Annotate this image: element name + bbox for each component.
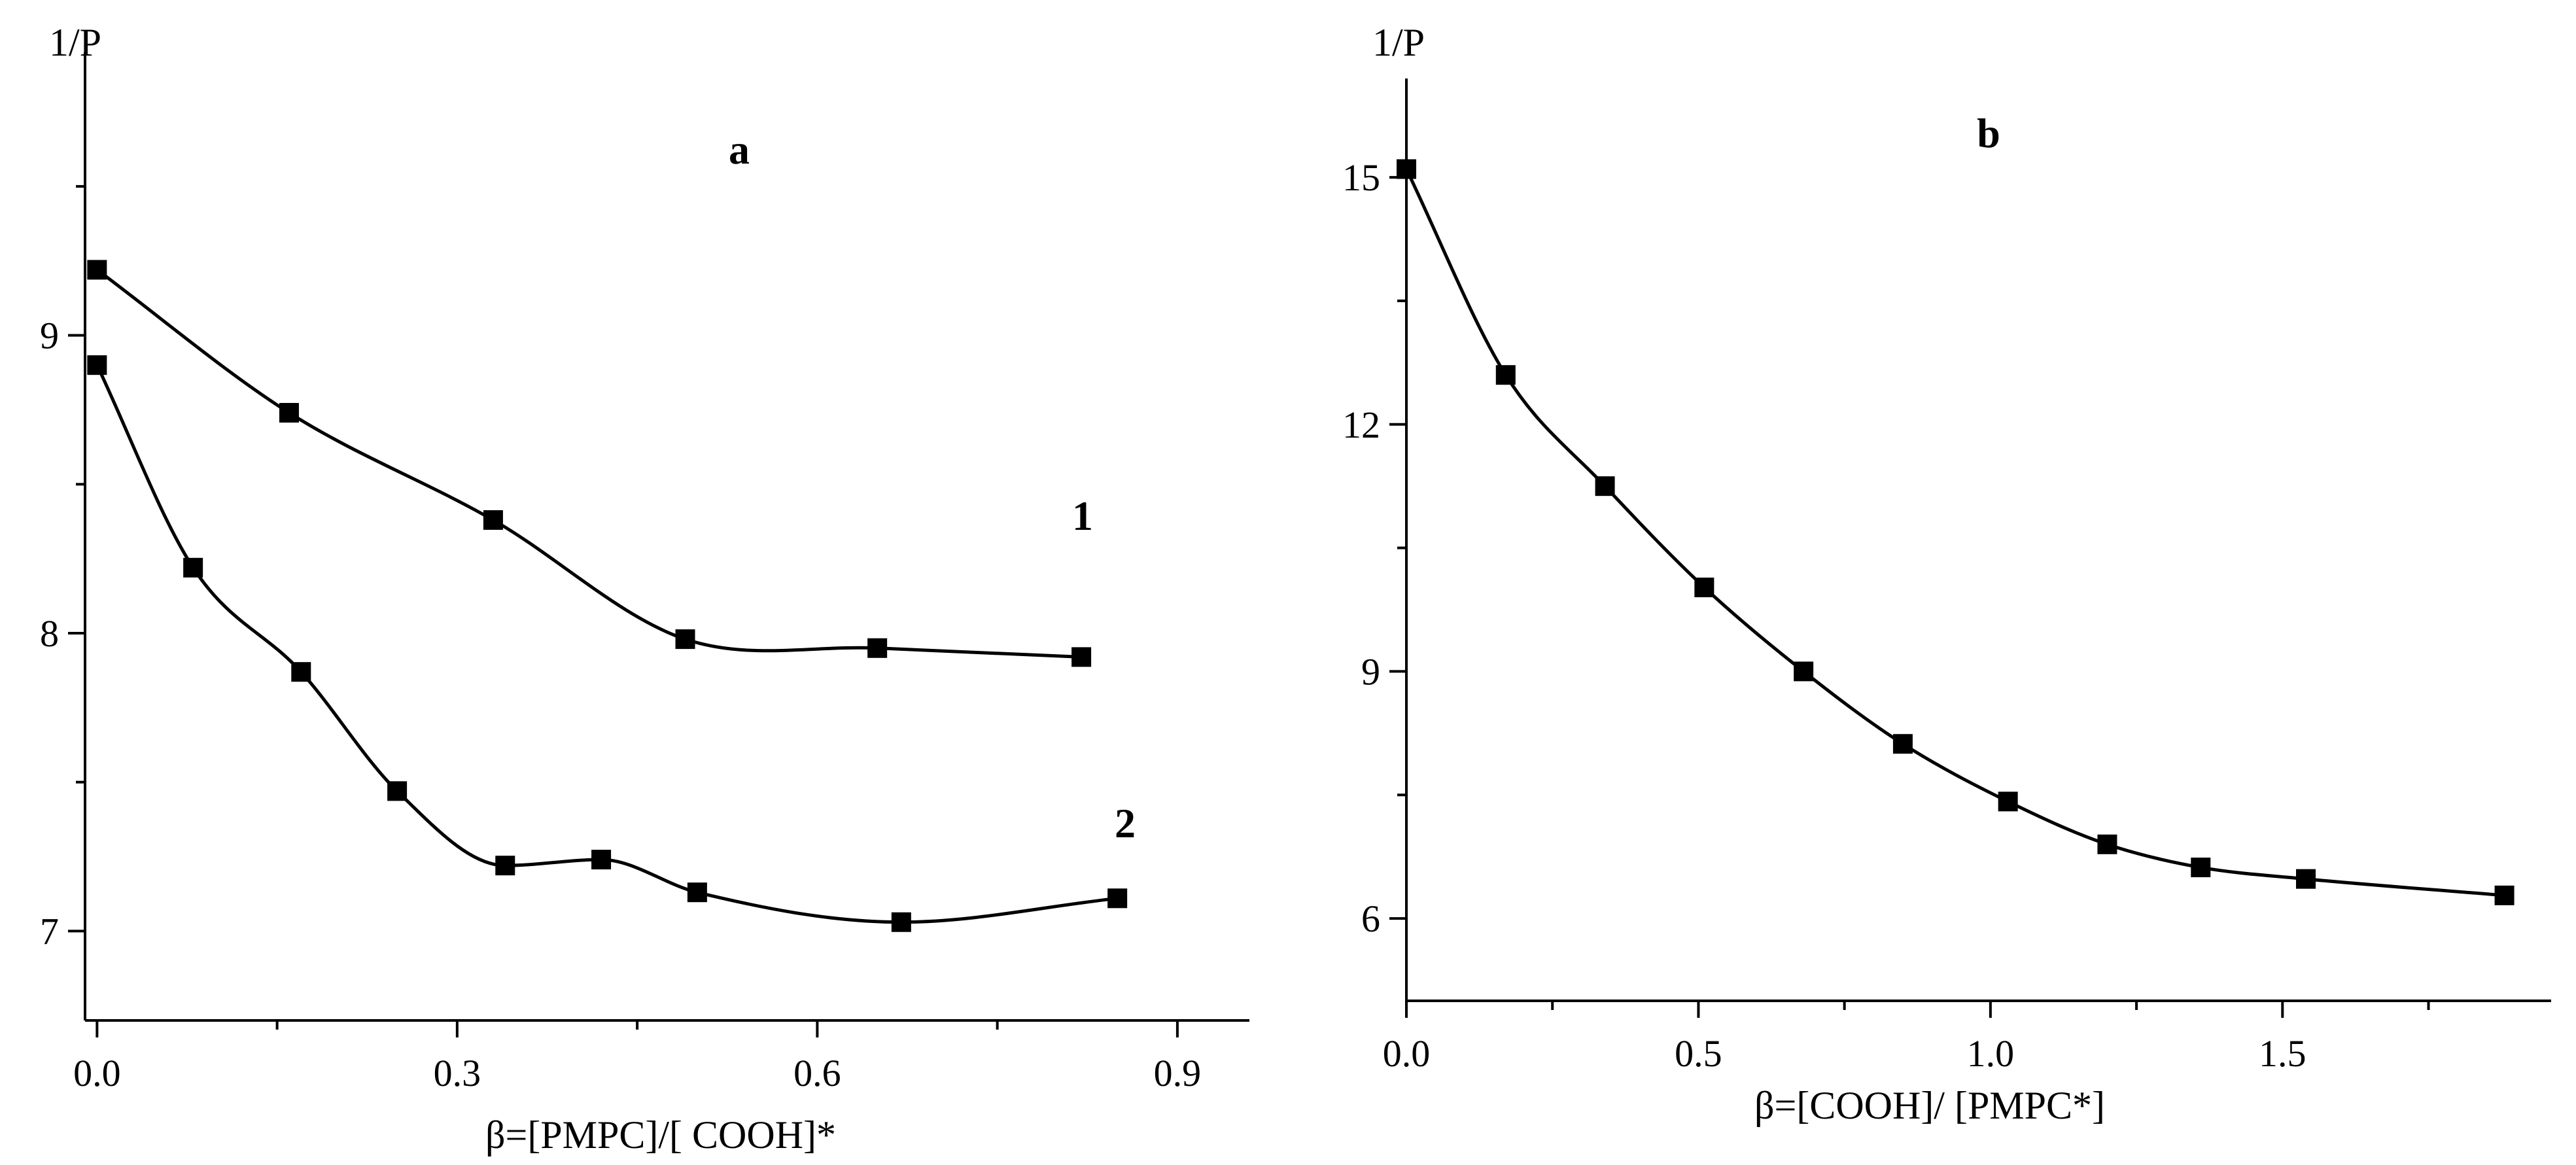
- panel-a-series-2-point: [183, 557, 203, 578]
- panel-a-series-1-point: [87, 260, 107, 280]
- panel-a-x-tick-label: 0.0: [73, 1052, 121, 1094]
- panel-b-x-axis-title: β=[COOH]/ [PMPC*]: [1754, 1084, 2105, 1127]
- panel-a-y-axis-title: 1/P: [49, 21, 101, 64]
- panel-b-curves: [1404, 168, 2505, 897]
- panel-b-series-1-point: [1595, 476, 1615, 496]
- panel-b-x-tick-label: 0.0: [1383, 1032, 1431, 1075]
- panel-b-series-1-point: [1892, 734, 1913, 754]
- panel-b-series-1-point: [1794, 661, 1814, 682]
- panel-a-curves: [96, 268, 1118, 924]
- panel-a-series-1-point: [1071, 647, 1092, 667]
- panel-a-series-2-point: [87, 355, 107, 375]
- panel-a-x-tick-label: 0.3: [434, 1052, 481, 1094]
- panel-b-series-1-point: [1397, 159, 1416, 179]
- panel-b-y-tick-label: 15: [1342, 156, 1380, 199]
- panel-a-x-axis-title: β=[PMPC]/[ COOH]*: [485, 1113, 836, 1156]
- panel-a-series-1-point: [483, 510, 503, 530]
- panel-b-x-tick-label: 1.5: [2259, 1032, 2306, 1075]
- chart-panel-b: 0.0 0.5 1.0 1.5 6 9 12 15 1/P β=[COOH]/ [PMPC*]…: [1342, 21, 2551, 1127]
- panel-a-series-2-point: [291, 662, 311, 682]
- panel-a-y-tick-label: 7: [40, 910, 59, 952]
- panel-b-series-1-point: [1998, 791, 2018, 812]
- panel-a-label: a: [729, 126, 750, 173]
- panel-b-x-tick-label: 1.0: [1967, 1032, 2015, 1075]
- panel-b-ticks: 0.0 0.5 1.0 1.5 6 9 12 15: [1342, 156, 2430, 1075]
- panel-a-series-2-point: [1107, 888, 1128, 909]
- panel-b-markers: [1397, 159, 2515, 905]
- panel-b-y-tick-label: 6: [1361, 897, 1380, 940]
- panel-a-series-2-point: [591, 850, 612, 870]
- panel-b-series-1-point: [1495, 365, 1516, 385]
- panel-b-series-1-point: [2191, 858, 2211, 878]
- series-1-label: 1: [1072, 493, 1093, 539]
- panel-b-series-1-curve: [1404, 168, 2505, 897]
- panel-b-x-tick-label: 0.5: [1675, 1032, 1722, 1075]
- panel-b-series-1-point: [2097, 834, 2117, 854]
- panel-b-label: b: [1977, 110, 2000, 156]
- panel-a-markers: [87, 260, 1128, 932]
- panel-b-y-tick-label: 12: [1342, 404, 1380, 446]
- panel-a-series-2-point: [495, 856, 515, 876]
- panel-a-series-1-point: [867, 638, 888, 658]
- panel-a-y-tick-label: 9: [40, 315, 59, 357]
- series-2-label: 2: [1115, 800, 1136, 846]
- panel-b-series-1-point: [1694, 578, 1714, 598]
- panel-a-series-2-curve: [96, 364, 1118, 924]
- panel-b-y-axis-title: 1/P: [1372, 21, 1425, 64]
- panel-a-series-2-point: [687, 882, 707, 903]
- panel-a-series-1-point: [279, 403, 299, 423]
- panel-a-series-1-point: [675, 629, 695, 650]
- panel-a-ticks: 0.0 0.3 0.6 0.9 7 8 9: [40, 184, 1202, 1094]
- panel-a-series-2-point: [891, 912, 911, 932]
- panel-a-series-1-curve: [96, 268, 1082, 659]
- panel-a-y-tick-label: 8: [40, 612, 59, 655]
- panel-b-series-1-point: [2296, 869, 2316, 889]
- panel-b-y-tick-label: 9: [1361, 650, 1380, 693]
- panel-a-x-tick-label: 0.6: [793, 1052, 841, 1094]
- panel-a-x-tick-label: 0.9: [1154, 1052, 1202, 1094]
- panel-a-series-2-point: [387, 781, 408, 801]
- panel-b-series-1-point: [2494, 885, 2515, 905]
